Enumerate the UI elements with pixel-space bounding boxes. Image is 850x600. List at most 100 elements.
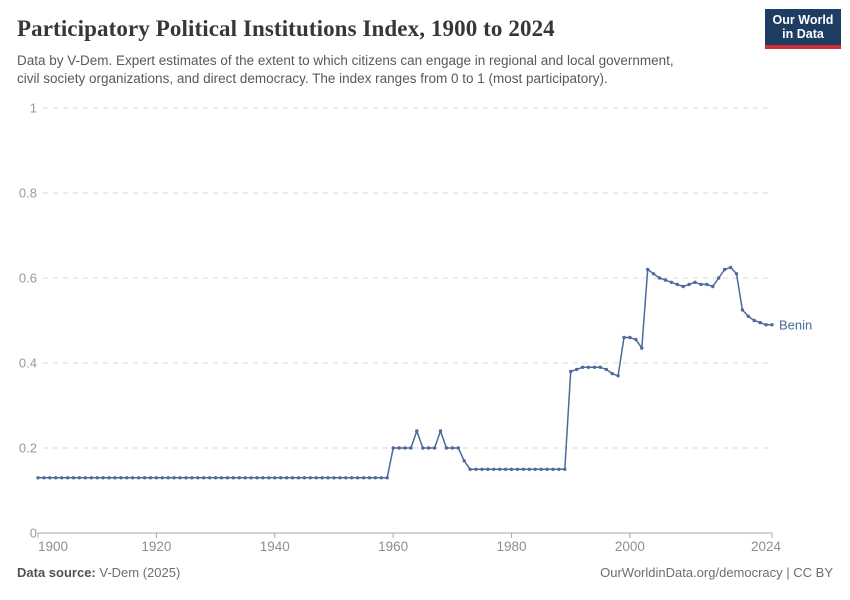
data-point[interactable]	[95, 476, 99, 480]
data-point[interactable]	[545, 467, 549, 471]
data-point[interactable]	[231, 476, 235, 480]
data-point[interactable]	[255, 476, 259, 480]
data-point[interactable]	[83, 476, 88, 480]
data-point[interactable]	[107, 476, 111, 480]
data-point[interactable]	[361, 476, 366, 480]
data-point[interactable]	[320, 476, 324, 480]
data-point[interactable]	[722, 267, 727, 272]
data-point[interactable]	[610, 371, 614, 376]
data-point[interactable]	[190, 476, 194, 480]
data-point[interactable]	[101, 476, 105, 480]
data-point[interactable]	[65, 476, 70, 480]
data-point[interactable]	[492, 467, 496, 471]
data-point[interactable]	[338, 476, 342, 480]
data-point[interactable]	[77, 476, 82, 480]
data-point[interactable]	[770, 323, 774, 327]
data-point[interactable]	[687, 282, 691, 287]
data-point[interactable]	[515, 467, 520, 471]
data-point[interactable]	[172, 476, 176, 480]
series-label[interactable]: Benin	[779, 317, 812, 332]
data-point[interactable]	[373, 476, 378, 480]
data-point[interactable]	[711, 284, 715, 289]
data-point[interactable]	[533, 467, 537, 471]
data-point[interactable]	[740, 308, 745, 312]
data-point[interactable]	[166, 476, 170, 480]
data-point[interactable]	[119, 476, 123, 480]
data-point[interactable]	[503, 467, 508, 471]
data-point[interactable]	[705, 282, 709, 287]
data-point[interactable]	[728, 265, 733, 270]
data-point[interactable]	[208, 476, 212, 480]
data-point[interactable]	[551, 467, 555, 471]
data-point[interactable]	[421, 446, 425, 450]
data-point[interactable]	[273, 476, 277, 480]
data-point[interactable]	[598, 365, 602, 369]
data-point[interactable]	[575, 367, 579, 372]
data-point[interactable]	[54, 476, 58, 480]
data-point[interactable]	[669, 280, 674, 284]
data-point[interactable]	[699, 282, 703, 287]
data-point[interactable]	[462, 459, 466, 463]
data-point[interactable]	[391, 446, 395, 450]
data-point[interactable]	[651, 272, 656, 276]
data-point[interactable]	[640, 346, 644, 350]
data-point[interactable]	[681, 284, 685, 289]
data-point[interactable]	[290, 476, 295, 480]
data-point[interactable]	[616, 374, 620, 378]
data-point[interactable]	[397, 446, 401, 450]
data-point[interactable]	[628, 335, 632, 340]
data-point[interactable]	[592, 365, 597, 369]
data-point[interactable]	[693, 280, 697, 284]
data-point[interactable]	[657, 276, 662, 280]
data-point[interactable]	[717, 276, 721, 280]
data-point[interactable]	[113, 476, 117, 480]
data-point[interactable]	[486, 467, 490, 471]
data-point[interactable]	[604, 367, 608, 372]
data-point[interactable]	[764, 323, 768, 327]
data-point[interactable]	[646, 267, 650, 272]
data-point[interactable]	[279, 476, 283, 480]
data-point[interactable]	[450, 446, 455, 450]
data-point[interactable]	[752, 318, 756, 323]
data-point[interactable]	[758, 320, 762, 325]
data-point[interactable]	[261, 476, 265, 480]
data-point[interactable]	[267, 476, 271, 480]
data-point[interactable]	[468, 467, 472, 471]
data-point[interactable]	[746, 314, 750, 318]
data-point[interactable]	[154, 476, 159, 480]
data-point[interactable]	[196, 476, 200, 480]
data-point[interactable]	[409, 446, 413, 450]
data-point[interactable]	[675, 282, 679, 287]
data-point[interactable]	[184, 476, 188, 480]
data-point[interactable]	[586, 365, 591, 369]
data-point[interactable]	[326, 476, 330, 480]
data-point[interactable]	[385, 476, 389, 480]
data-point[interactable]	[622, 335, 626, 340]
data-point[interactable]	[527, 467, 531, 471]
data-point[interactable]	[663, 278, 668, 282]
data-point[interactable]	[332, 476, 336, 480]
data-point[interactable]	[480, 467, 484, 471]
data-point[interactable]	[557, 467, 561, 471]
owid-logo[interactable]: Our World in Data	[765, 9, 841, 49]
footer-link[interactable]: OurWorldinData.org/democracy | CC BY	[600, 565, 833, 580]
data-point[interactable]	[131, 476, 135, 480]
data-point[interactable]	[219, 476, 224, 480]
data-point[interactable]	[71, 476, 76, 480]
data-point[interactable]	[539, 467, 543, 471]
data-point[interactable]	[213, 476, 218, 480]
data-point[interactable]	[734, 272, 739, 276]
data-point[interactable]	[308, 476, 312, 480]
data-point[interactable]	[474, 467, 478, 471]
data-point[interactable]	[136, 476, 141, 480]
data-point[interactable]	[427, 446, 431, 450]
data-point[interactable]	[438, 429, 443, 433]
data-point[interactable]	[249, 476, 253, 480]
data-point[interactable]	[160, 476, 164, 480]
data-point[interactable]	[634, 337, 638, 342]
data-point[interactable]	[225, 476, 230, 480]
data-point[interactable]	[444, 446, 449, 450]
data-point[interactable]	[296, 476, 301, 480]
data-point[interactable]	[563, 467, 567, 471]
data-point[interactable]	[284, 476, 289, 480]
